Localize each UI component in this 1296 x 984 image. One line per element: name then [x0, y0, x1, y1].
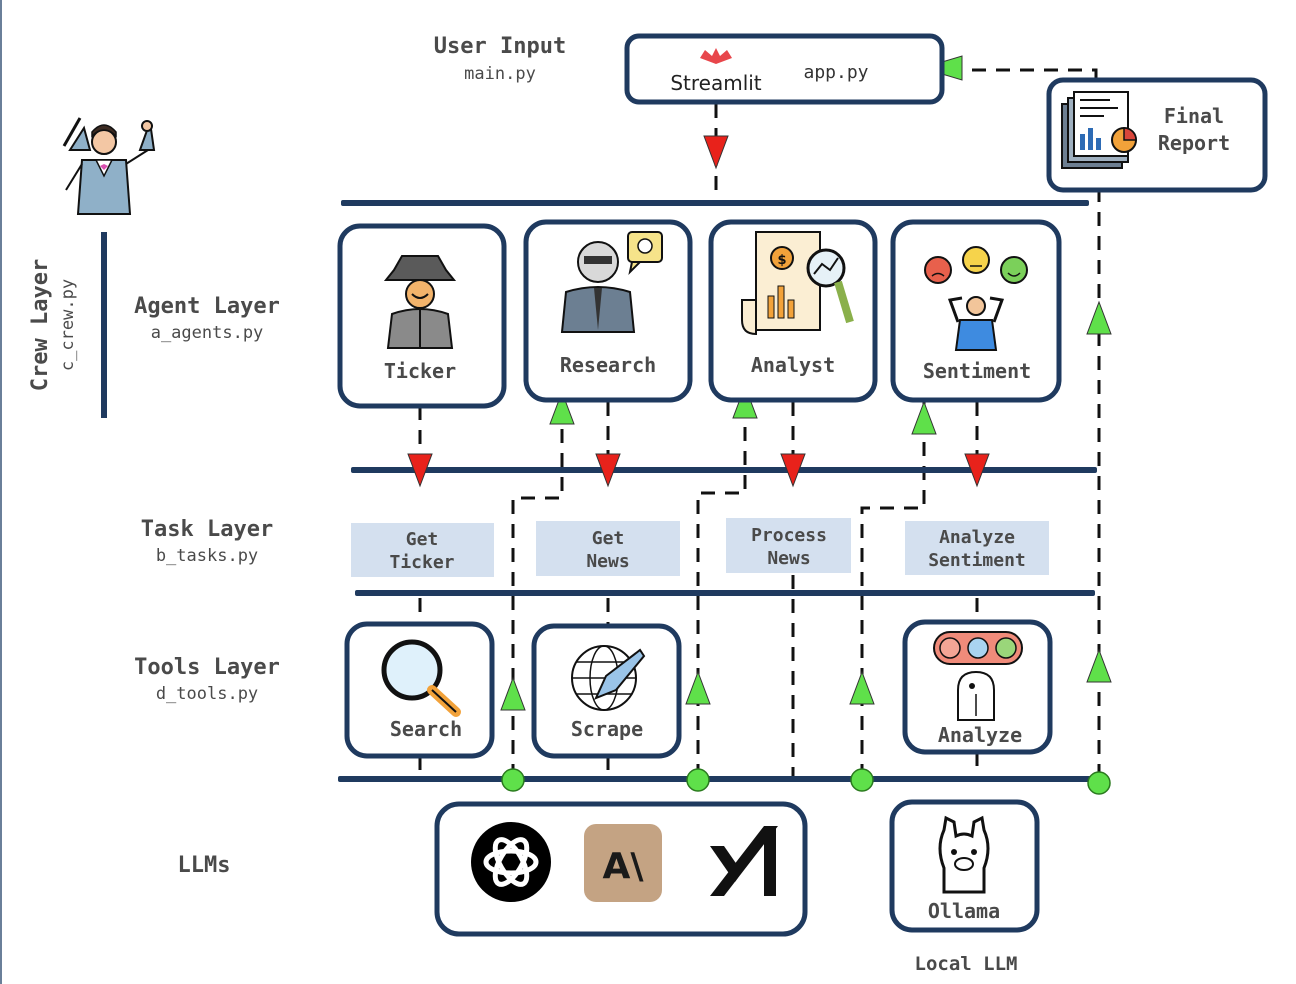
- anthropic-mark: A\: [602, 846, 644, 887]
- ollama-box[interactable]: Ollama: [889, 799, 1040, 933]
- junction-dots: [501, 768, 1111, 795]
- agent-sentiment[interactable]: Sentiment: [890, 219, 1062, 403]
- ollama-label: Ollama: [928, 899, 1000, 923]
- streamlit-box[interactable]: Streamlit app.py: [624, 33, 945, 105]
- task-process-news[interactable]: Process News: [726, 518, 851, 573]
- financial-analysis-icon: $: [741, 231, 854, 336]
- xai-logo-icon: [710, 826, 778, 896]
- local-llm-caption: Local LLM: [915, 953, 1018, 975]
- task-line1: Get: [406, 529, 439, 550]
- anthropic-logo-icon: A\: [584, 824, 662, 902]
- tools-layer-title: Tools Layer: [134, 655, 280, 680]
- agent-layer-file: a_agents.py: [151, 323, 264, 343]
- tool-label: Analyze: [938, 723, 1022, 747]
- task-layer-file: b_tasks.py: [156, 546, 258, 566]
- report-document-icon: [1061, 91, 1137, 169]
- user-input-file: main.py: [464, 64, 536, 84]
- globe-scrape-icon: [571, 645, 646, 711]
- agent-label: Research: [560, 353, 656, 377]
- user-input-title: User Input: [434, 34, 566, 59]
- task-get-ticker[interactable]: Get Ticker: [351, 523, 494, 577]
- llm-providers-box[interactable]: A\: [434, 801, 808, 937]
- tool-label: Scrape: [571, 717, 643, 741]
- app-file: app.py: [803, 62, 868, 83]
- crew-layer-bar: [101, 232, 107, 418]
- agent-ticker[interactable]: Ticker: [337, 223, 507, 409]
- agent-label: Analyst: [751, 353, 835, 377]
- task-line2: News: [586, 551, 629, 572]
- conductor-icon: [62, 117, 156, 215]
- task-analyze-sentiment[interactable]: Analyze Sentiment: [905, 521, 1049, 575]
- tool-label: Search: [390, 717, 462, 741]
- svg-text:$: $: [777, 253, 786, 268]
- task-layer-title: Task Layer: [141, 517, 273, 542]
- tools-layer-file: d_tools.py: [156, 684, 258, 704]
- layer-bars: [338, 200, 1104, 782]
- streamlit-logo-icon: [700, 48, 732, 64]
- task-get-news[interactable]: Get News: [536, 521, 680, 576]
- task-line1: Analyze: [939, 527, 1015, 548]
- final-report-line1: Final: [1164, 104, 1224, 128]
- task-line1: Get: [592, 528, 625, 549]
- crew-layer-file: c_crew.py: [58, 279, 78, 371]
- task-line2: Ticker: [389, 552, 454, 573]
- llms-title: LLMs: [178, 853, 231, 878]
- openai-logo-icon: [471, 822, 551, 902]
- crew-layer-title: Crew Layer: [28, 259, 53, 391]
- agent-label: Sentiment: [923, 359, 1031, 383]
- researcher-icon: [560, 231, 663, 333]
- final-report-box[interactable]: Final Report: [1046, 77, 1268, 193]
- llama-icon: [938, 815, 990, 894]
- task-line2: News: [767, 548, 810, 569]
- tool-search[interactable]: Search: [344, 621, 495, 759]
- task-line2: Sentiment: [928, 550, 1026, 571]
- agent-analyst[interactable]: $ Analyst: [708, 219, 878, 403]
- streamlit-label: Streamlit: [670, 71, 761, 95]
- sentiment-faces-icon: [924, 246, 1028, 351]
- final-report-line2: Report: [1158, 131, 1230, 155]
- magnifier-icon: [381, 639, 461, 717]
- tool-scrape[interactable]: Scrape: [531, 623, 682, 759]
- agent-research[interactable]: Research: [523, 219, 693, 403]
- agent-layer-title: Agent Layer: [134, 294, 280, 319]
- spy-agent-icon: [383, 255, 457, 349]
- ai-sentiment-icon: [933, 631, 1023, 721]
- agent-label: Ticker: [384, 359, 456, 383]
- task-line1: Process: [751, 525, 827, 546]
- tool-analyze[interactable]: Analyze: [902, 619, 1053, 755]
